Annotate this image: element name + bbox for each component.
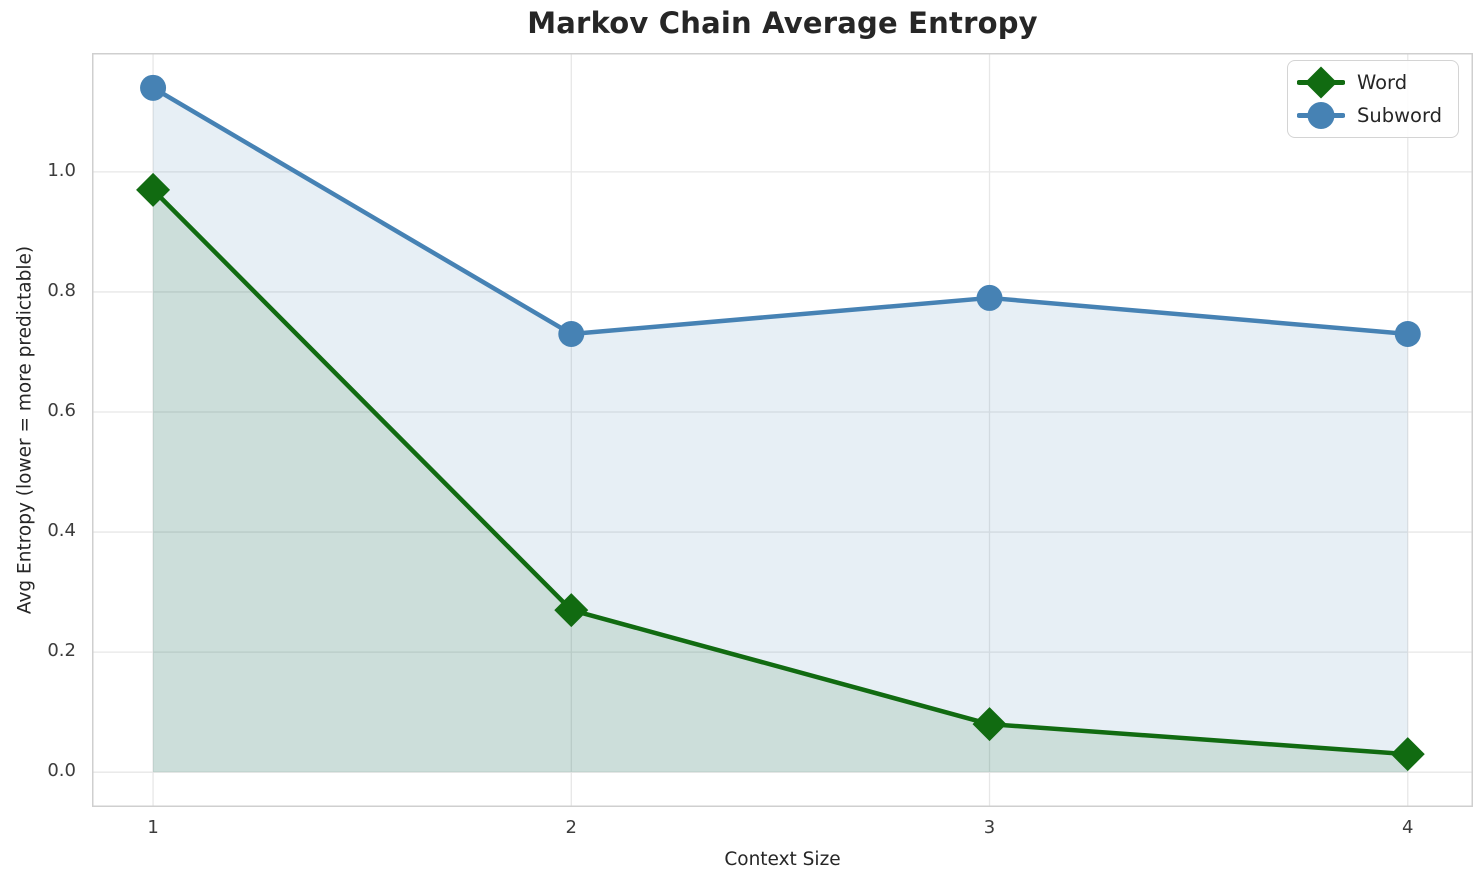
legend-item-subword: Subword xyxy=(1296,99,1442,132)
x-axis-label: Context Size xyxy=(724,849,841,870)
x-tick-label: 4 xyxy=(1402,817,1414,838)
data-point-diamond-word xyxy=(1390,737,1425,772)
y-tick-label: 0.6 xyxy=(47,399,76,421)
plot-canvas xyxy=(92,53,1473,807)
y-tick-label: 0.2 xyxy=(47,640,76,662)
area-fill-word xyxy=(153,189,1408,773)
legend-circle-marker-icon xyxy=(1296,102,1345,129)
plot-spines xyxy=(92,53,1473,807)
data-point-diamond-word xyxy=(136,172,171,207)
data-point-circle-subword xyxy=(140,74,167,101)
data-point-diamond-word xyxy=(554,593,589,628)
y-axis-label: Avg Entropy (lower = more predictable) xyxy=(14,245,36,615)
area-fill-subword xyxy=(153,87,1408,773)
legend-label-subword: Subword xyxy=(1356,104,1442,127)
legend-label-word: Word xyxy=(1356,71,1408,94)
data-point-circle-subword xyxy=(1394,320,1421,347)
legend-diamond-marker-icon xyxy=(1296,66,1345,99)
y-tick-label: 0.0 xyxy=(47,760,76,782)
series-line-word xyxy=(150,187,1411,757)
plot-area: Word Subword xyxy=(92,53,1473,807)
x-tick-label: 2 xyxy=(565,817,578,838)
series-line-subword xyxy=(150,85,1411,337)
y-tick-label: 1.0 xyxy=(47,159,76,181)
data-point-diamond-word xyxy=(972,707,1007,742)
x-tick-label: 1 xyxy=(147,817,159,838)
y-tick-label: 0.8 xyxy=(47,279,76,301)
legend: Word Subword xyxy=(1286,60,1459,138)
y-tick-label: 0.4 xyxy=(47,520,76,542)
data-point-circle-subword xyxy=(558,320,585,347)
chart-title: Markov Chain Average Entropy xyxy=(527,6,1038,40)
x-tick-label: 3 xyxy=(983,817,996,838)
legend-item-word: Word xyxy=(1296,66,1442,99)
data-point-circle-subword xyxy=(976,284,1003,311)
